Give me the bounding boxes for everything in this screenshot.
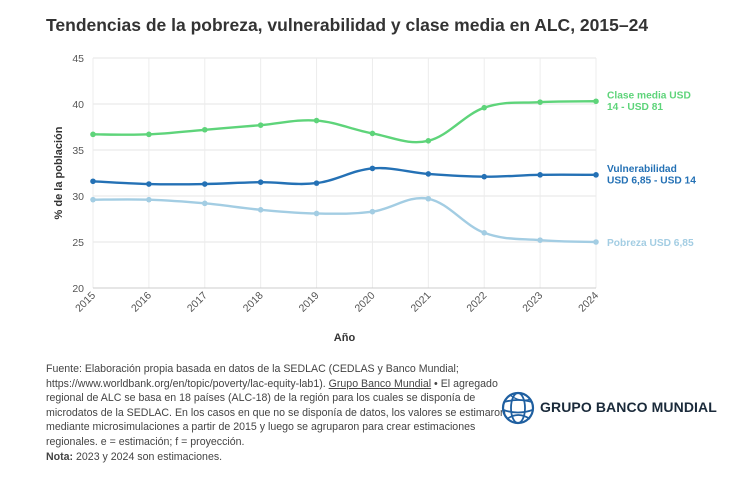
data-point: [90, 131, 96, 138]
series-label: Clase media USD 14 - USD 81: [607, 90, 691, 113]
y-tick-label: 20: [72, 283, 84, 295]
x-tick-label: 2018: [241, 290, 266, 315]
x-tick-label: 2022: [464, 290, 489, 315]
data-point: [425, 195, 432, 202]
data-point: [90, 178, 96, 185]
data-point: [481, 104, 488, 111]
chart-title: Tendencias de la pobreza, vulnerabilidad…: [46, 15, 649, 35]
y-tick-label: 25: [72, 237, 84, 249]
y-tick-label: 45: [72, 53, 84, 65]
x-tick-label: 2023: [520, 290, 545, 315]
x-tick-label: 2024: [576, 290, 601, 315]
logo-text: GRUPO BANCO MUNDIAL: [540, 399, 717, 415]
source-text-continued: • El agregado regional de ALC se basa en…: [46, 377, 506, 448]
data-point: [90, 196, 96, 203]
grid-lines: [92, 57, 597, 289]
x-tick-label: 2021: [408, 290, 433, 315]
data-point: [201, 126, 208, 133]
data-point: [257, 207, 264, 213]
data-point: [593, 98, 599, 105]
data-point: [593, 172, 599, 178]
data-point: [313, 180, 320, 186]
series-lines: [90, 98, 599, 245]
source-link[interactable]: Grupo Banco Mundial: [328, 377, 432, 390]
data-point: [146, 181, 152, 187]
data-point: [313, 210, 320, 217]
data-point: [537, 172, 543, 178]
data-point: [369, 208, 376, 215]
data-point: [146, 196, 152, 203]
source-text: Fuente: Elaboración propia basada en dat…: [46, 363, 459, 390]
x-tick-label: 2020: [353, 290, 378, 315]
y-tick-label: 40: [72, 99, 84, 111]
x-axis-title: Año: [334, 332, 356, 344]
data-point: [425, 138, 432, 144]
series-labels: Clase media USD 14 - USD 81 Vulnerabilidad…: [607, 90, 696, 249]
series-label: Pobreza USD 6,85: [607, 238, 694, 249]
data-point: [481, 173, 488, 180]
series-label: Vulnerabilidad USD 6,85 - USD 14: [607, 164, 696, 187]
data-point: [537, 99, 543, 105]
data-point: [369, 130, 376, 137]
data-point: [481, 230, 488, 236]
note-label: Nota:: [46, 450, 74, 463]
x-tick-label: 2017: [185, 290, 210, 315]
data-point: [369, 165, 376, 172]
world-bank-logo: GRUPO BANCO MUNDIAL: [500, 389, 717, 429]
globe-icon: [501, 391, 535, 425]
y-tick-label: 35: [72, 145, 84, 157]
x-tick-label: 2016: [129, 290, 154, 315]
data-point: [146, 131, 152, 138]
y-axis-title: % de la población: [53, 126, 65, 219]
series-line: [91, 166, 598, 186]
data-point: [201, 181, 208, 187]
source-footnote: Fuente: Elaboración propia basada en dat…: [46, 362, 516, 464]
data-point: [201, 200, 208, 207]
data-point: [313, 117, 320, 124]
data-point: [257, 179, 264, 185]
data-point: [593, 239, 599, 245]
data-point: [425, 171, 432, 177]
series-line: [91, 100, 598, 144]
data-point: [537, 237, 543, 243]
x-tick-label: 2019: [297, 290, 322, 315]
series-line: [91, 196, 598, 244]
y-tick-label: 30: [72, 191, 84, 203]
note-text: 2023 y 2024 son estimaciones.: [73, 450, 223, 463]
data-point: [257, 122, 264, 128]
